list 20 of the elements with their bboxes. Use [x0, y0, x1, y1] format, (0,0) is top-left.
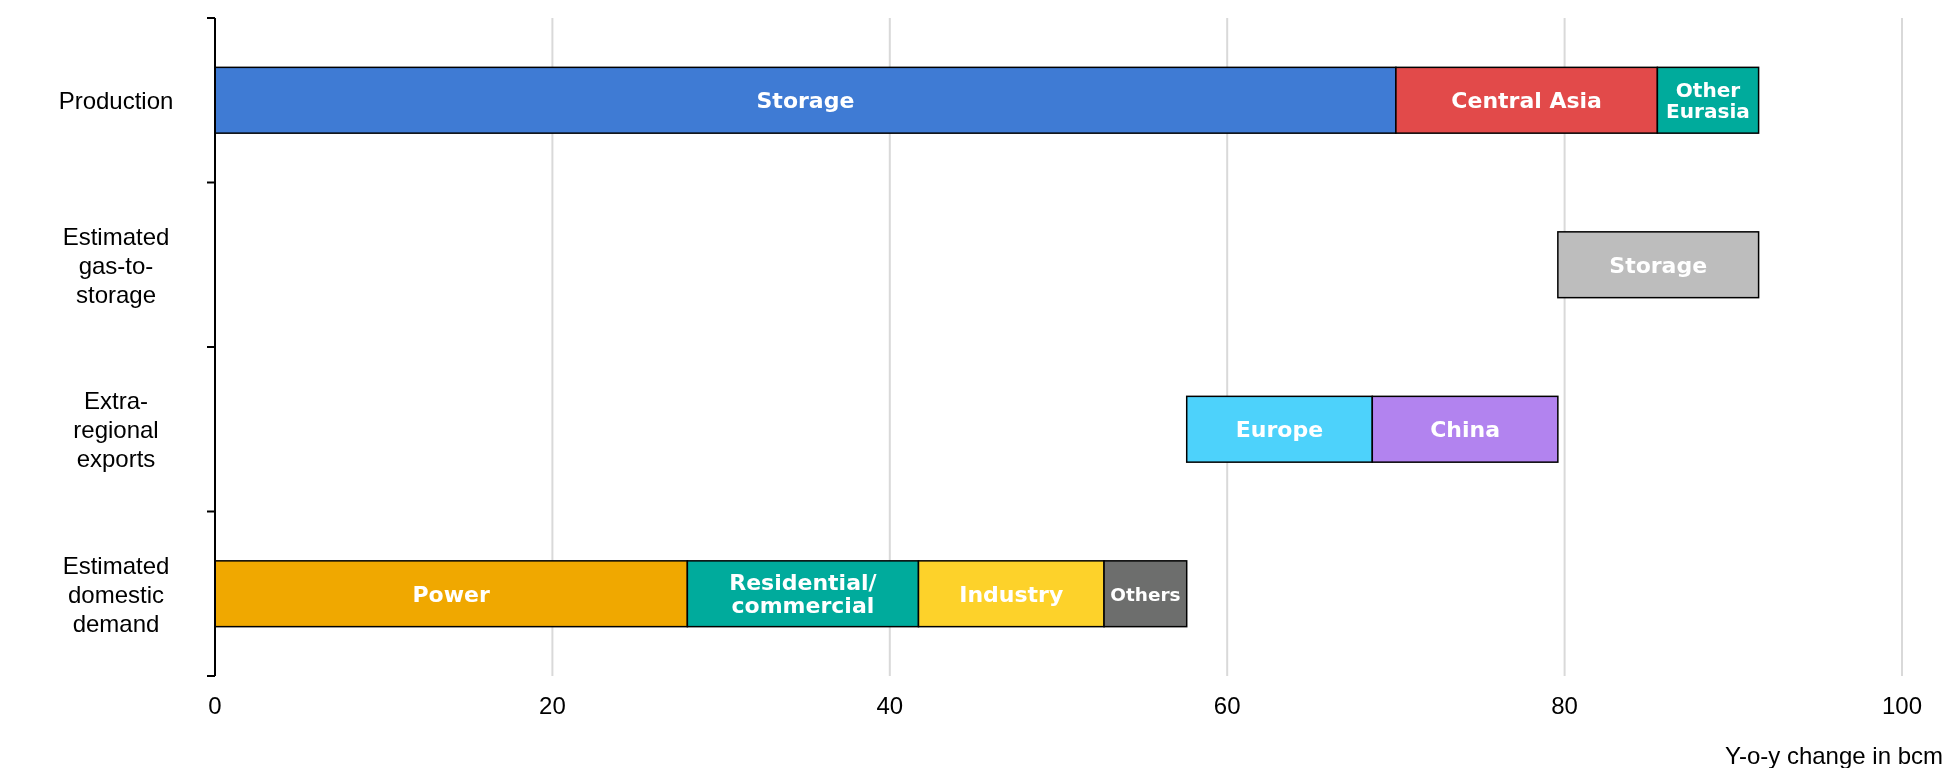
- series-label: Europe: [1235, 416, 1324, 442]
- y-tick-label: Extra-regional exports: [73, 386, 159, 472]
- series-label: Central Asia: [1451, 87, 1602, 113]
- x-tick-label: 40: [876, 692, 904, 719]
- series-label: China: [1430, 416, 1500, 442]
- series-label: Storage: [1609, 252, 1708, 278]
- y-tick-label: Production: [58, 86, 174, 114]
- x-tick-label: 0: [208, 692, 222, 719]
- x-tick-label: 60: [1213, 692, 1241, 719]
- y-tick-label: Estimated domestic demand: [62, 551, 170, 637]
- series-label: Power: [412, 581, 490, 607]
- series-label: Others: [1110, 583, 1181, 605]
- series-label: Industry: [959, 581, 1064, 607]
- x-tick-label: 20: [539, 692, 566, 719]
- y-tick-label: Estimated gas-to-storage: [62, 222, 170, 308]
- series-label: Storage: [756, 87, 855, 113]
- series-label: Other Eurasia: [1666, 77, 1750, 123]
- series-label: Residential/ commercial: [729, 569, 878, 618]
- x-tick-label: 100: [1881, 692, 1923, 719]
- x-tick-label: 80: [1551, 692, 1578, 719]
